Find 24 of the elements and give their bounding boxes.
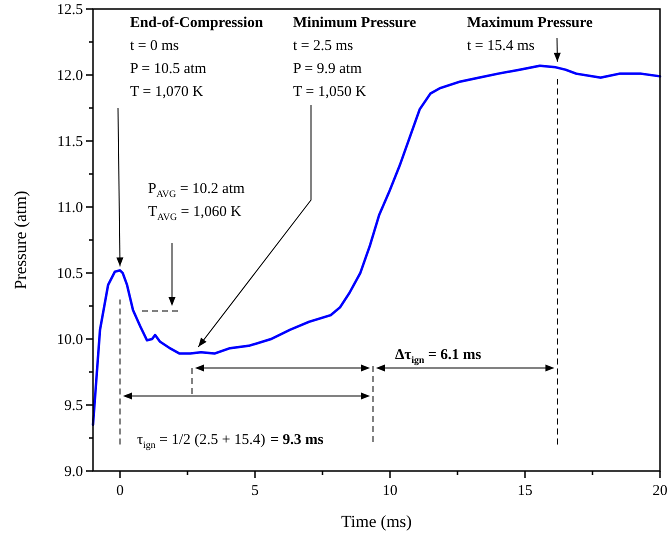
annotation: End-of-Compression t = 0 ms P = 10.5 atm T = 1,070 K — [130, 15, 264, 100]
x-axis-title: Time (ms) — [341, 512, 412, 531]
annotation: T$_{AVG}$ = 1,060 K — [148, 204, 242, 222]
y-tick-label: 10.5 — [56, 266, 83, 282]
annotation: P$_{AVG}$ = 10.2 atm — [148, 181, 246, 200]
x-tick-label: 5 — [251, 483, 259, 499]
annotation: τ$_{ign}$ = 1/2 (2.5 + 15.4) — [137, 432, 266, 450]
annotation: Δτ$_{ign}$ = 6.1 ms — [395, 347, 482, 366]
annotation: = 9.3 ms — [270, 432, 324, 448]
annotation: Minimum Pressure t = 2.5 ms P = 9.9 atm T = 1,050 K — [293, 15, 417, 100]
x-tick-label: 10 — [382, 483, 398, 499]
x-tick-label: 0 — [116, 483, 124, 499]
line-series — [92, 64, 662, 426]
y-tick-label: 12.5 — [56, 2, 83, 18]
y-axis-title: Pressure (atm) — [11, 190, 30, 290]
y-tick-label: 11.0 — [57, 200, 83, 216]
y-tick-label: 10.0 — [56, 332, 83, 348]
x-tick-label: 20 — [652, 483, 668, 499]
annotation: Maximum Pressure t = 15.4 ms — [467, 15, 594, 54]
y-tick-label: 9.0 — [64, 464, 83, 480]
y-tick-label: 9.5 — [64, 398, 83, 414]
x-tick-label: 15 — [518, 483, 532, 499]
y-tick-label: 11.5 — [57, 134, 83, 150]
y-tick-label: 12.0 — [56, 68, 83, 84]
